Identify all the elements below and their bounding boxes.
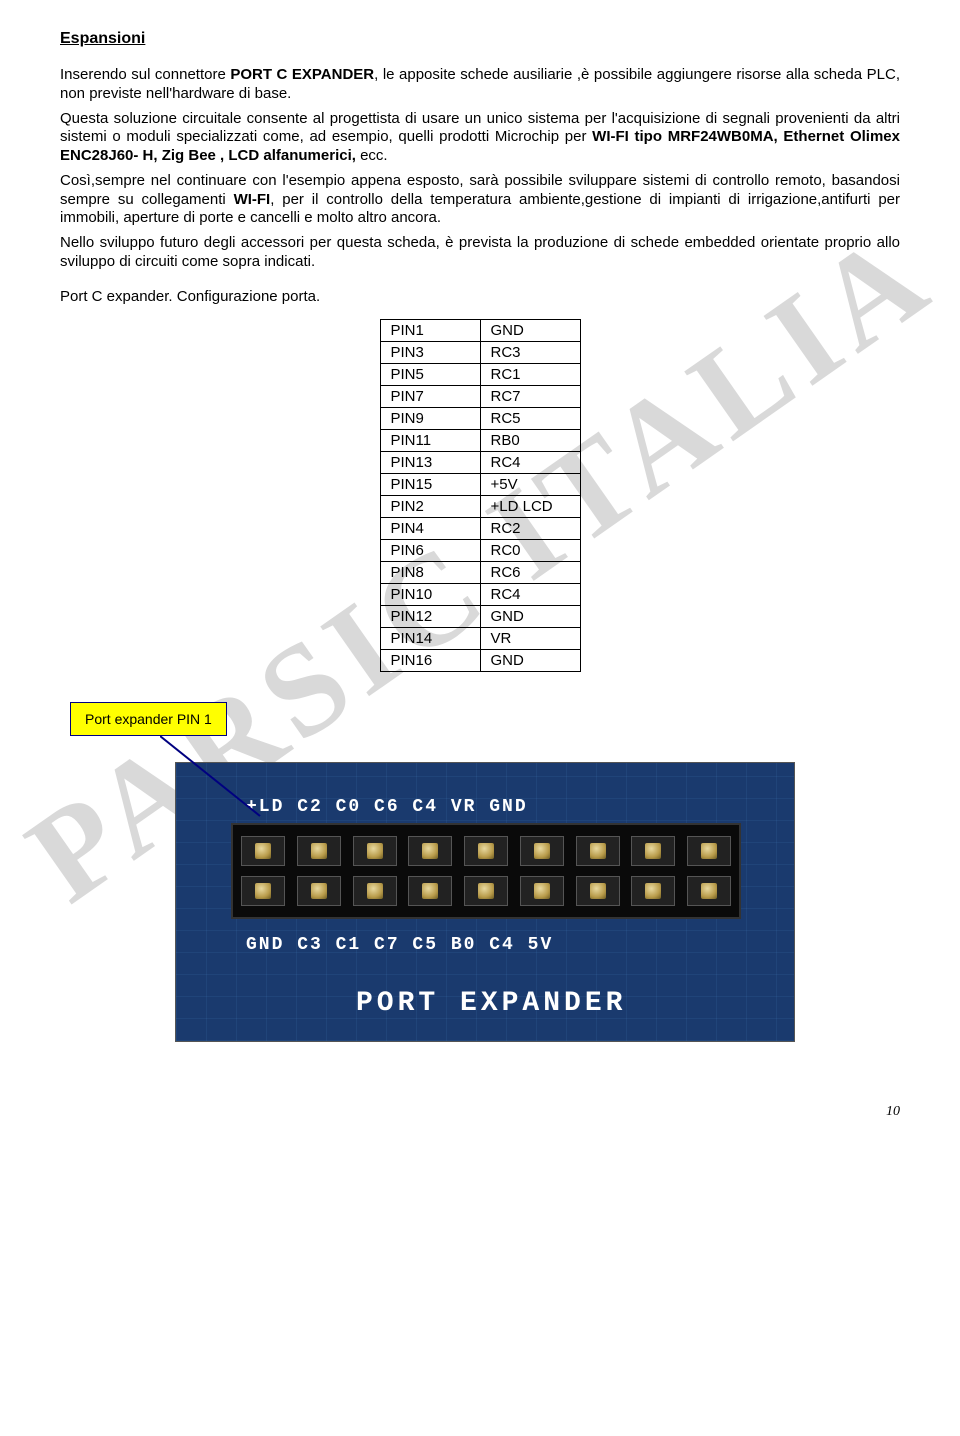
table-cell: RB0	[480, 429, 580, 451]
pcb-pin	[520, 876, 564, 906]
p3-b: WI-FI	[234, 191, 271, 208]
table-row: PIN7RC7	[380, 385, 580, 407]
pcb-pin	[353, 876, 397, 906]
pin-table: PIN1GNDPIN3RC3PIN5RC1PIN7RC7PIN9RC5PIN11…	[380, 319, 581, 672]
table-cell: RC1	[480, 363, 580, 385]
table-cell: RC0	[480, 539, 580, 561]
table-cell: +LD LCD	[480, 495, 580, 517]
callout-box: Port expander PIN 1	[70, 702, 227, 736]
table-cell: PIN13	[380, 451, 480, 473]
table-row: PIN12GND	[380, 605, 580, 627]
table-cell: VR	[480, 627, 580, 649]
table-cell: RC6	[480, 561, 580, 583]
pcb-pin	[576, 876, 620, 906]
table-row: PIN13RC4	[380, 451, 580, 473]
pcb-pin	[297, 836, 341, 866]
table-cell: GND	[480, 649, 580, 671]
table-cell: GND	[480, 319, 580, 341]
table-cell: PIN7	[380, 385, 480, 407]
table-row: PIN15+5V	[380, 473, 580, 495]
table-row: PIN6RC0	[380, 539, 580, 561]
pcb-pin	[241, 876, 285, 906]
table-cell: PIN14	[380, 627, 480, 649]
table-cell: PIN12	[380, 605, 480, 627]
table-cell: PIN10	[380, 583, 480, 605]
p1-prefix: Inserendo sul connettore	[60, 66, 230, 83]
table-row: PIN4RC2	[380, 517, 580, 539]
p1-bold: PORT C EXPANDER	[230, 66, 374, 83]
paragraph-4: Nello sviluppo futuro degli accessori pe…	[60, 234, 900, 272]
paragraph-3: Così,sempre nel continuare con l'esempio…	[60, 172, 900, 228]
table-cell: RC5	[480, 407, 580, 429]
pcb-bottom-labels: GND C3 C1 C7 C5 B0 C4 5V	[246, 935, 553, 955]
callout-leader-line	[160, 736, 280, 826]
pcb-title-label: PORT EXPANDER	[356, 988, 626, 1019]
table-row: PIN14VR	[380, 627, 580, 649]
table-row: PIN11RB0	[380, 429, 580, 451]
table-cell: RC4	[480, 451, 580, 473]
pcb-pin	[631, 876, 675, 906]
pcb-pin	[353, 836, 397, 866]
pcb-pin	[408, 836, 452, 866]
table-cell: PIN15	[380, 473, 480, 495]
table-row: PIN5RC1	[380, 363, 580, 385]
pcb-pin	[576, 836, 620, 866]
port-config-label: Port C expander. Configurazione porta.	[60, 288, 900, 305]
table-cell: PIN1	[380, 319, 480, 341]
table-cell: PIN4	[380, 517, 480, 539]
table-cell: PIN11	[380, 429, 480, 451]
table-cell: PIN2	[380, 495, 480, 517]
pcb-pin	[297, 876, 341, 906]
figure-wrap: Port expander PIN 1 +LD C2 C0 C6 C4 VR G…	[60, 702, 900, 1082]
pcb-pin	[464, 836, 508, 866]
pcb-pin	[687, 836, 731, 866]
pcb-pin	[241, 836, 285, 866]
table-cell: PIN5	[380, 363, 480, 385]
table-row: PIN10RC4	[380, 583, 580, 605]
table-cell: PIN16	[380, 649, 480, 671]
pcb-top-labels: +LD C2 C0 C6 C4 VR GND	[246, 797, 528, 817]
table-cell: RC4	[480, 583, 580, 605]
table-row: PIN9RC5	[380, 407, 580, 429]
page-number: 10	[886, 1104, 900, 1120]
table-row: PIN1GND	[380, 319, 580, 341]
p2-c: ecc.	[360, 147, 388, 164]
table-cell: PIN3	[380, 341, 480, 363]
table-cell: GND	[480, 605, 580, 627]
pcb-pin	[631, 836, 675, 866]
table-cell: PIN9	[380, 407, 480, 429]
table-row: PIN16GND	[380, 649, 580, 671]
pcb-pin	[687, 876, 731, 906]
table-cell: RC2	[480, 517, 580, 539]
table-cell: RC3	[480, 341, 580, 363]
pcb-pin	[408, 876, 452, 906]
paragraph-1: Inserendo sul connettore PORT C EXPANDER…	[60, 66, 900, 104]
table-cell: RC7	[480, 385, 580, 407]
pcb-header-connector	[231, 823, 741, 919]
table-row: PIN2+LD LCD	[380, 495, 580, 517]
paragraph-2: Questa soluzione circuitale consente al …	[60, 110, 900, 166]
table-row: PIN3RC3	[380, 341, 580, 363]
table-row: PIN8RC6	[380, 561, 580, 583]
pcb-pin	[464, 876, 508, 906]
table-cell: +5V	[480, 473, 580, 495]
table-cell: PIN8	[380, 561, 480, 583]
section-title: Espansioni	[60, 30, 900, 48]
table-cell: PIN6	[380, 539, 480, 561]
pcb-pin	[520, 836, 564, 866]
